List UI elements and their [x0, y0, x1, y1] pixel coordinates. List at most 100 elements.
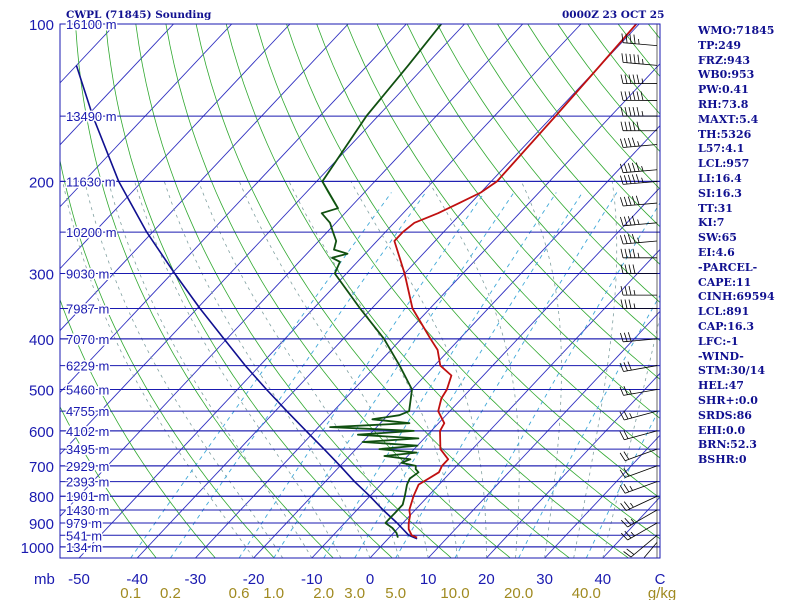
wind-barb-half-flag: [630, 502, 634, 508]
index-entry: CAP:16.3: [698, 320, 755, 333]
index-entry: RH:73.8: [698, 98, 749, 111]
wind-barb-staff: [623, 202, 658, 207]
index-entry: CAPE:11: [698, 275, 752, 289]
isotherm-line: [195, 63, 660, 558]
wind-barb-flag: [620, 286, 624, 296]
height-label: 2393 m: [66, 475, 109, 490]
wind-barb-flag: [625, 53, 628, 63]
wind-barb-staff: [623, 144, 658, 148]
wind-barb-flag: [627, 564, 635, 568]
height-label: 1430 m: [66, 503, 109, 518]
isotherm-line: [253, 125, 660, 558]
isotherm-line: [60, 24, 465, 456]
wind-barb: [620, 121, 658, 132]
index-entry: TH:5326: [698, 127, 752, 141]
index-entry: CINH:69594: [698, 290, 775, 304]
wind-barb-flag: [633, 54, 636, 64]
wind-barb-flag: [635, 174, 640, 184]
wind-barb-flag: [636, 74, 640, 84]
wind-barb-staff: [624, 465, 658, 478]
temperature-tick-label: -10: [301, 571, 323, 588]
index-entry: STM:30/14: [698, 364, 765, 378]
index-entry: EI:4.6: [698, 246, 735, 259]
wind-barb-flag: [624, 107, 628, 117]
wind-barb-flag: [635, 162, 640, 172]
height-label: 979 m: [66, 516, 102, 531]
mixing-ratio-line: [323, 192, 557, 558]
moist-adiabat: [163, 181, 371, 558]
wind-barb-flag: [623, 175, 628, 185]
wind-barb-flag: [620, 299, 624, 309]
wind-barb: [627, 542, 658, 568]
wind-barb-flag: [619, 386, 624, 396]
wind-barb-flag: [632, 248, 636, 258]
wind-barb-staff: [624, 410, 658, 421]
temperature-tick-label: 20: [478, 571, 495, 588]
mixing-ratio-line: [130, 192, 392, 558]
wind-barb-staff: [623, 181, 658, 185]
wind-barb-staff: [624, 430, 658, 441]
wind-barb-flag: [635, 195, 640, 205]
pressure-tick-label: 400: [29, 332, 54, 349]
mixing-ratio-label: 2.0: [313, 585, 334, 600]
wind-barb-flag: [624, 248, 628, 258]
index-entry: KI:7: [698, 216, 725, 230]
temperature-tick-label: 40: [594, 571, 611, 588]
parcel-trace-line: [75, 65, 418, 540]
index-entry: EHI:0.0: [698, 423, 746, 437]
wind-barb: [621, 53, 658, 66]
index-entry: LCL:957: [698, 157, 750, 171]
mixing-ratio-label: 3.0: [344, 585, 365, 600]
wind-barb-half-flag: [629, 413, 633, 419]
wind-barb-flag: [623, 483, 630, 493]
wind-barb-flag: [620, 163, 624, 173]
wind-barb-flag: [628, 107, 632, 117]
dry-adiabat: [406, 24, 660, 342]
dewpoint-line: [320, 24, 443, 538]
mixing-ratio-label: 20.0: [504, 585, 533, 600]
wind-barb-flag: [624, 299, 628, 309]
height-label: 11630 m: [66, 174, 116, 189]
wind-barb-flag: [640, 91, 644, 101]
temperature-tick-label: 30: [536, 571, 553, 588]
height-label: 13490 m: [66, 109, 117, 124]
pressure-tick-label: 100: [29, 17, 54, 34]
height-label: 7987 m: [66, 302, 109, 317]
wind-barb-half-flag: [633, 303, 636, 309]
temperature-tick-label: -40: [126, 571, 148, 588]
dry-adiabat: [60, 158, 275, 558]
moist-adiabat: [134, 181, 342, 558]
wind-barb-flag: [633, 34, 636, 44]
wind-barb-flag: [619, 431, 625, 440]
wind-barb-flag: [627, 216, 632, 226]
dry-adiabat: [225, 24, 629, 558]
mixing-ratio-line: [585, 406, 660, 558]
wind-barb-staff: [630, 534, 658, 558]
height-label: 541 m: [66, 528, 102, 543]
wind-barb-half-flag: [641, 177, 644, 183]
wind-barb-flag: [623, 163, 628, 173]
wind-barb-flag: [619, 469, 626, 478]
wind-barb-flag: [636, 91, 640, 101]
wind-barb-half-flag: [629, 485, 633, 491]
plot-frame: [59, 23, 661, 559]
wind-barb: [620, 107, 658, 117]
wind-barb: [620, 74, 658, 84]
pressure-unit-label: mb: [34, 571, 55, 588]
isotherm-line: [486, 372, 660, 558]
index-entry: LI:16.4: [698, 172, 742, 185]
wind-barb-flag: [621, 53, 624, 63]
wind-barb-flag: [632, 121, 636, 131]
wind-barb-flag: [619, 411, 625, 421]
wind-barb: [621, 522, 658, 541]
wind-barb-flag: [628, 91, 632, 101]
wind-barb-flag: [627, 163, 632, 173]
mixing-ratio-label: 1.0: [263, 585, 284, 600]
wind-barb-flag: [627, 137, 632, 147]
height-label: 134 m: [66, 540, 102, 555]
wind-barb-staff: [627, 509, 658, 528]
wind-barb-half-flag: [641, 78, 644, 84]
wind-barb-flag: [623, 386, 628, 395]
wind-barb-flag: [620, 216, 624, 226]
dry-adiabat: [60, 298, 216, 558]
